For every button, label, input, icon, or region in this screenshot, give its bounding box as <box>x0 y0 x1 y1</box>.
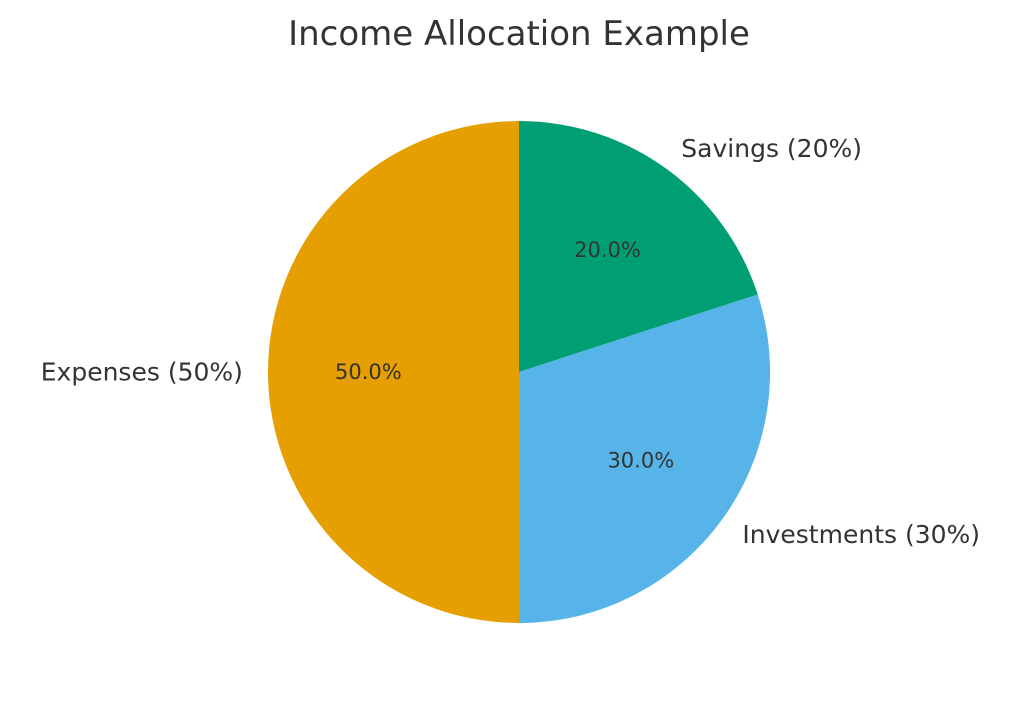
pie-slice-investments <box>519 294 771 623</box>
pie-slices <box>268 121 771 623</box>
chart-title: Income Allocation Example <box>288 14 750 54</box>
pct-label-savings: 20.0% <box>574 238 641 262</box>
slice-label-savings: Savings (20%) <box>681 134 862 163</box>
pct-label-expenses: 50.0% <box>335 360 402 384</box>
slice-label-investments: Investments (30%) <box>742 520 980 549</box>
pct-label-investments: 30.0% <box>607 449 674 473</box>
slice-label-expenses: Expenses (50%) <box>41 358 243 387</box>
pie-labels: 20.0% Savings (20%) 30.0% Investments (30%)… <box>41 134 980 549</box>
pie-slice-expenses <box>268 121 519 623</box>
pie-slice-savings <box>519 121 758 372</box>
